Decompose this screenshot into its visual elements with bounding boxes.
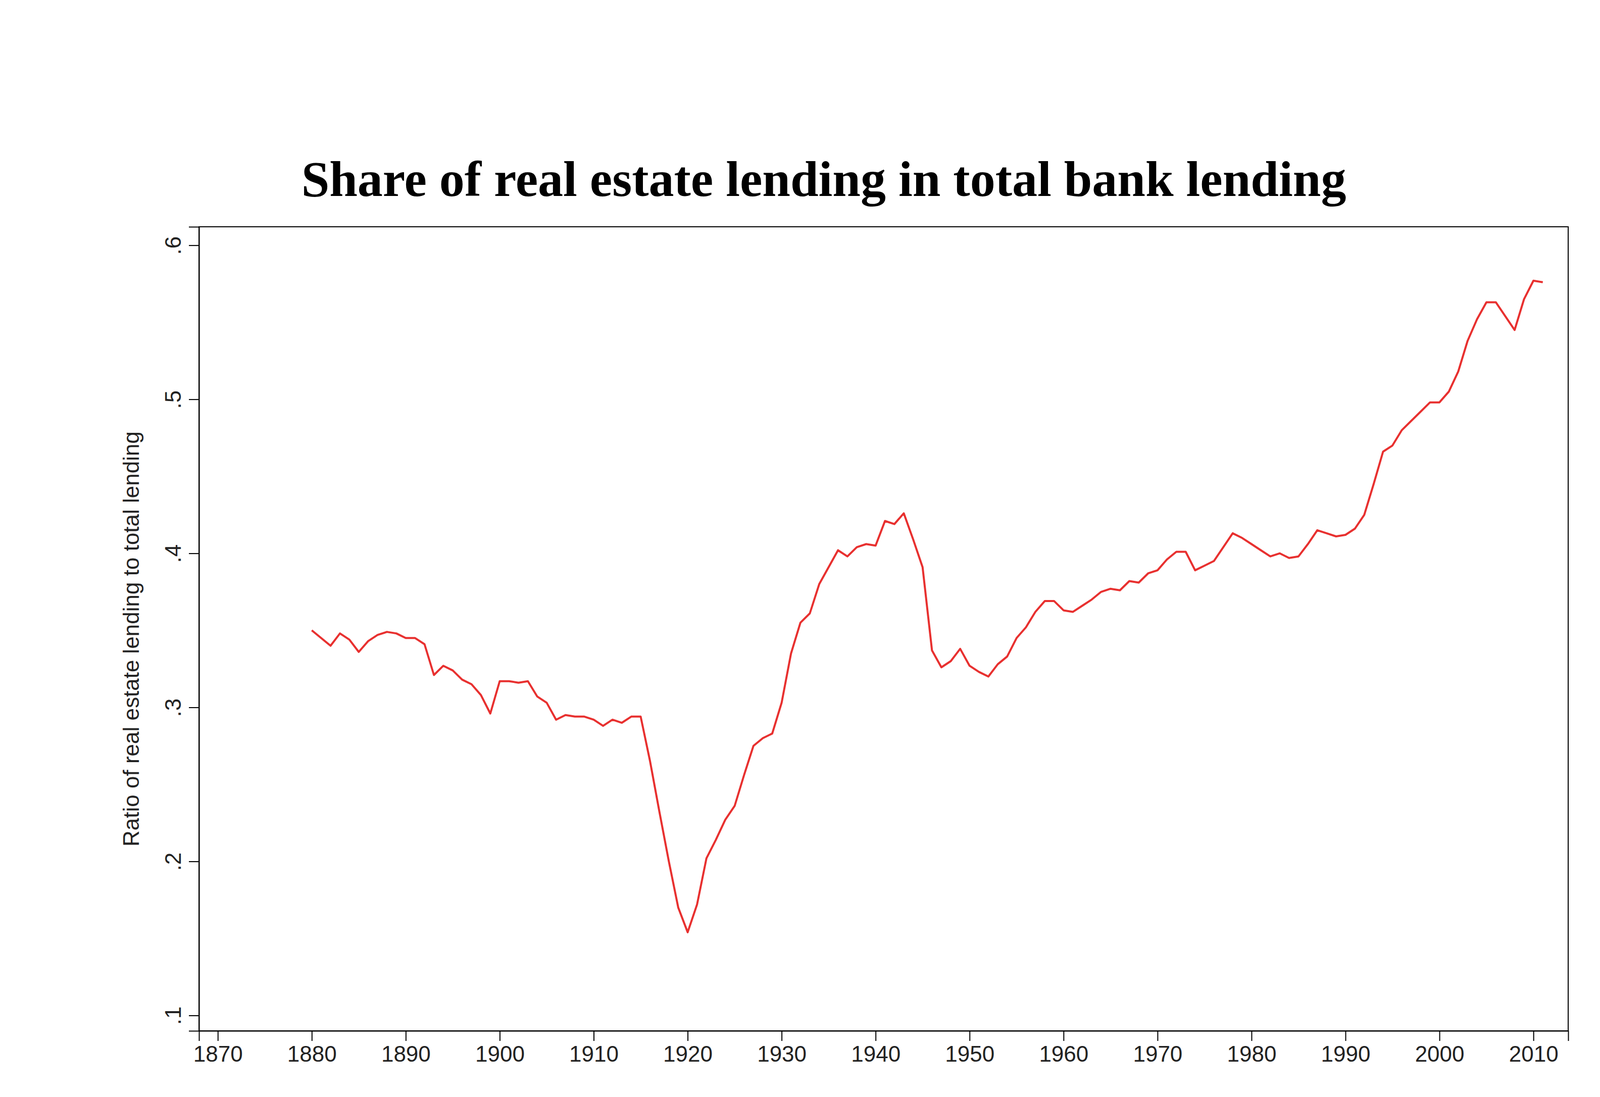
x-tick: 1980	[1227, 1030, 1277, 1067]
y-tick-label: .4	[160, 544, 186, 564]
x-tick-mark	[593, 1030, 595, 1041]
y-tick-mark	[188, 707, 199, 709]
x-tick-mark	[1251, 1030, 1253, 1041]
x-tick: 1920	[663, 1030, 713, 1067]
x-tick-mark	[1063, 1030, 1065, 1041]
x-tick-label: 1920	[663, 1041, 713, 1067]
x-tick: 1950	[944, 1030, 995, 1067]
x-tick-mark	[1533, 1030, 1535, 1041]
x-tick: 1970	[1132, 1030, 1183, 1067]
title: Share of real estate lending in total ba…	[301, 151, 1347, 208]
x-tick-mark	[1345, 1030, 1347, 1041]
x-tick: 1890	[381, 1030, 431, 1067]
y-tick: .1	[160, 1006, 199, 1026]
x-tick-label: 1970	[1132, 1041, 1183, 1067]
x-tick: 1990	[1321, 1030, 1371, 1067]
y-tick: .5	[160, 390, 199, 410]
x-tick-mark	[1439, 1030, 1441, 1041]
y-tick-mark	[188, 861, 199, 863]
y-tick-mark	[188, 1015, 199, 1017]
y-tick: .3	[160, 698, 199, 718]
y-axis-line	[188, 227, 200, 1032]
plot-area	[311, 280, 1543, 933]
x-tick-label: 1960	[1038, 1041, 1089, 1067]
x-tick: 1940	[851, 1030, 901, 1067]
y-tick-mark	[188, 553, 199, 555]
y-axis-label: Ratio of real estate lending to total le…	[118, 431, 144, 847]
x-tick-label: 2000	[1415, 1041, 1465, 1067]
x-tick-label: 2010	[1509, 1041, 1559, 1067]
x-tick: 1880	[287, 1030, 337, 1067]
chart: Share of real estate lending in total ba…	[0, 0, 1600, 1097]
x-tick-mark	[969, 1030, 971, 1041]
y-tick-mark	[188, 244, 199, 246]
x-axis: 1870 1880 1890 1900 1910 1920 1930 1940 1950 1960…	[193, 1030, 1569, 1067]
x-tick: 1870	[193, 1030, 243, 1067]
data-line	[311, 280, 1543, 933]
y-tick-label: .1	[160, 1006, 186, 1026]
x-tick-mark	[405, 1030, 407, 1041]
x-tick-label: 1890	[381, 1041, 431, 1067]
x-tick: 2000	[1415, 1030, 1465, 1067]
x-tick-label: 1900	[475, 1041, 525, 1067]
y-tick: .2	[160, 852, 199, 872]
x-tick-label: 1870	[193, 1041, 243, 1067]
y-axis: .1 .2 .3 .4 .5 .6	[160, 227, 200, 1032]
x-tick: 2010	[1509, 1030, 1559, 1067]
y-tick-mark	[188, 398, 199, 400]
x-tick-label: 1880	[287, 1041, 337, 1067]
y-tick: .4	[160, 544, 199, 564]
x-tick-mark	[1157, 1030, 1159, 1041]
y-tick-label: .3	[160, 698, 186, 718]
x-tick-mark	[217, 1030, 219, 1041]
x-tick-mark	[311, 1030, 313, 1041]
y-tick-label: .6	[160, 236, 186, 256]
x-tick-label: 1940	[851, 1041, 901, 1067]
x-tick: 1910	[569, 1030, 619, 1067]
x-tick-mark	[499, 1030, 501, 1041]
x-tick-mark	[875, 1030, 877, 1041]
x-tick-label: 1930	[757, 1041, 807, 1067]
y-tick-label: .5	[160, 390, 186, 410]
x-tick-mark	[781, 1030, 783, 1041]
x-tick-label: 1980	[1227, 1041, 1277, 1067]
x-tick-label: 1910	[569, 1041, 619, 1067]
y-tick-label: .2	[160, 852, 186, 872]
x-axis-line	[199, 1031, 1569, 1042]
x-tick: 1960	[1038, 1030, 1089, 1067]
x-tick: 1900	[475, 1030, 525, 1067]
y-tick: .6	[160, 236, 199, 256]
x-tick-mark	[687, 1030, 689, 1041]
x-tick-label: 1950	[944, 1041, 995, 1067]
x-tick-label: 1990	[1321, 1041, 1371, 1067]
x-tick: 1930	[757, 1030, 807, 1067]
plot-frame	[198, 226, 1569, 1031]
